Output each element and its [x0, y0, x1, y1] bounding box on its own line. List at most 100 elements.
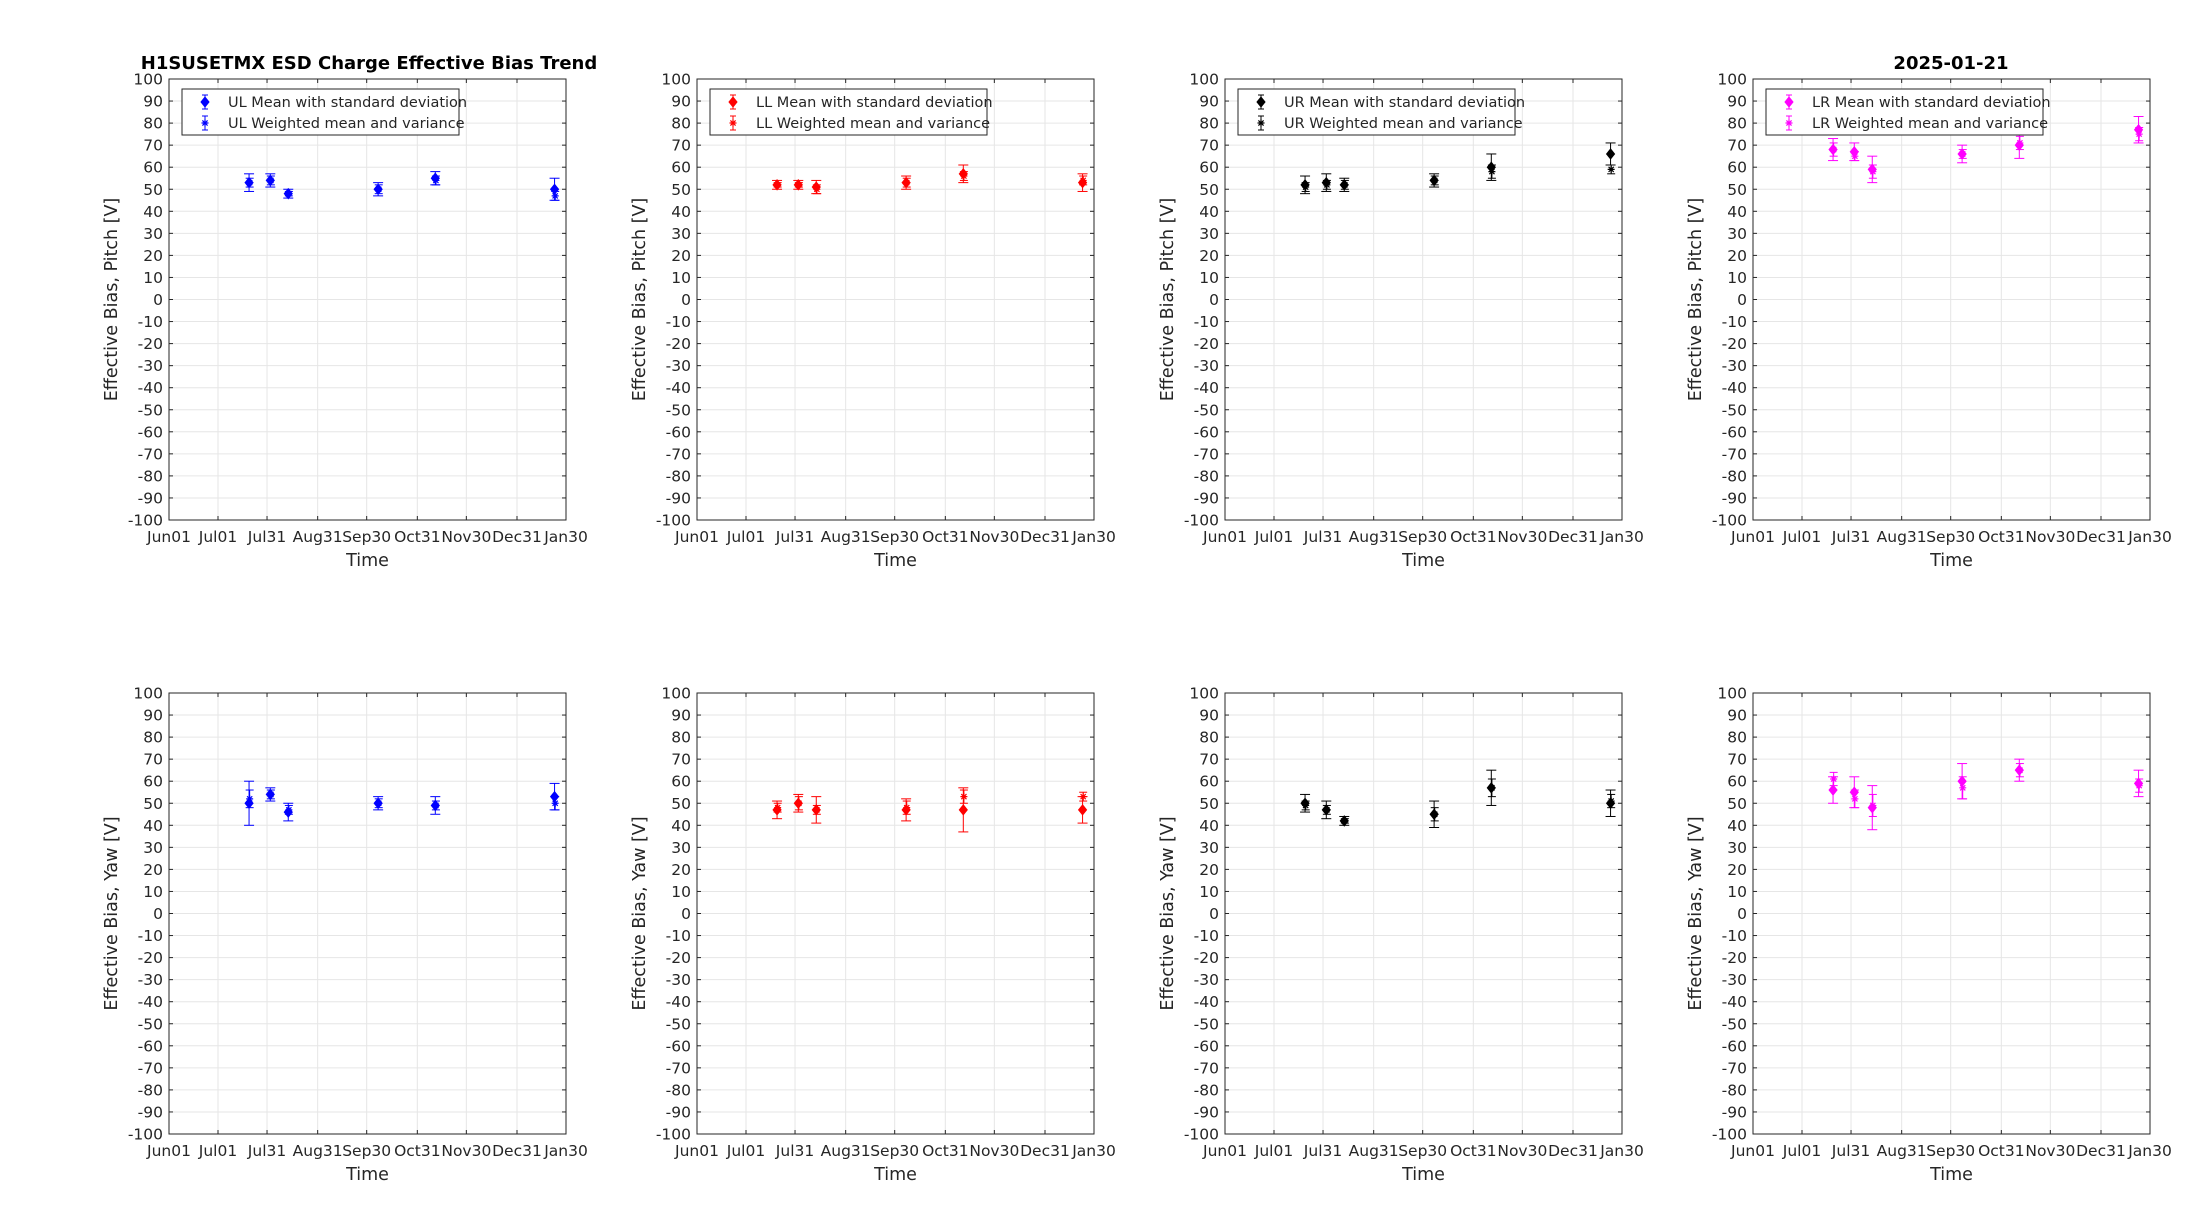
x-tick-label: Nov30: [2025, 1142, 2075, 1160]
plot-ur-yaw: 1009080706050403020100-10-20-30-40-50-60…: [1158, 685, 1644, 1186]
series-weighted-mean: [245, 789, 560, 815]
y-tick-label: 10: [143, 883, 163, 901]
data-point-asterisk: [1607, 165, 1615, 173]
legend-label: UR Mean with standard deviation: [1284, 95, 1525, 111]
x-tick-label: Aug31: [821, 528, 871, 546]
y-tick-label: -50: [666, 401, 691, 419]
y-tick-label: 70: [1727, 137, 1747, 155]
data-point-asterisk: [1341, 181, 1349, 189]
y-tick-label: -30: [1194, 971, 1219, 989]
data-point-asterisk: [1323, 806, 1331, 814]
y-tick-label: 80: [143, 729, 163, 747]
y-tick-label: 60: [1727, 159, 1747, 177]
y-tick-label: -10: [1722, 313, 1747, 331]
y-tick-label: 90: [671, 707, 691, 725]
legend-label: LR Weighted mean and variance: [1812, 116, 2048, 132]
y-tick-label: 10: [143, 269, 163, 287]
data-point-diamond: [1605, 148, 1616, 160]
y-tick-label: 30: [671, 839, 691, 857]
x-tick-label: Oct31: [394, 528, 441, 546]
y-tick-label: -90: [666, 1103, 691, 1121]
data-point-asterisk: [285, 806, 293, 814]
y-axis-label: Effective Bias, Pitch [V]: [1686, 198, 1706, 402]
y-tick-label: 20: [1199, 861, 1219, 879]
x-tick-label: Nov30: [1497, 1142, 1547, 1160]
y-tick-label: 20: [143, 861, 163, 879]
x-tick-label: Sep30: [870, 1142, 919, 1160]
y-tick-label: -60: [138, 423, 163, 441]
y-tick-label: 80: [1199, 115, 1219, 133]
y-axis-label: Effective Bias, Yaw [V]: [630, 816, 650, 1010]
legend-label: UL Mean with standard deviation: [228, 95, 467, 111]
y-tick-label: 80: [1199, 729, 1219, 747]
x-tick-label: Dec31: [1020, 1142, 1070, 1160]
y-tick-label: -80: [1722, 1081, 1747, 1099]
x-tick-label: Jul31: [775, 1142, 814, 1160]
figure-title-right: 2025-01-21: [1893, 53, 2008, 74]
y-tick-label: 60: [1727, 773, 1747, 791]
y-tick-label: 10: [671, 883, 691, 901]
y-tick-label: -80: [666, 1081, 691, 1099]
y-tick-label: 80: [671, 115, 691, 133]
data-point-asterisk: [1079, 176, 1087, 184]
x-axis-label: Time: [873, 1165, 917, 1185]
y-tick-label: 50: [143, 795, 163, 813]
x-tick-label: Jun01: [674, 528, 719, 546]
y-tick-label: -80: [666, 467, 691, 485]
y-tick-label: -30: [666, 971, 691, 989]
y-tick-label: 100: [133, 71, 163, 89]
y-axis-label: Effective Bias, Pitch [V]: [102, 198, 122, 402]
y-tick-label: 50: [1199, 795, 1219, 813]
y-tick-label: -100: [656, 512, 691, 530]
y-tick-label: -80: [1722, 467, 1747, 485]
x-tick-label: Jul01: [726, 528, 765, 546]
figure-title-left: H1SUSETMX ESD Charge Effective Bias Tren…: [141, 53, 597, 74]
y-tick-label: 100: [1717, 685, 1747, 703]
x-tick-label: Aug31: [821, 1142, 871, 1160]
y-tick-label: 30: [1727, 225, 1747, 243]
data-point-asterisk: [246, 795, 254, 803]
y-tick-label: -100: [128, 1126, 163, 1144]
legend-label: LL Mean with standard deviation: [756, 95, 993, 111]
legend-marker-asterisk: [1257, 119, 1265, 127]
y-tick-label: 50: [1727, 795, 1747, 813]
y-tick-label: 70: [671, 137, 691, 155]
y-tick-label: -90: [1722, 1103, 1747, 1121]
y-tick-label: -50: [138, 1015, 163, 1033]
x-tick-label: Oct31: [1450, 528, 1497, 546]
x-tick-label: Oct31: [1978, 528, 2025, 546]
data-point-asterisk: [960, 172, 968, 180]
data-point-asterisk: [795, 799, 803, 807]
series-weighted-mean: [773, 789, 1088, 815]
y-tick-label: -40: [1722, 993, 1747, 1011]
x-tick-label: Jan30: [1599, 1142, 1644, 1160]
y-tick-label: 100: [1189, 685, 1219, 703]
y-tick-label: 90: [1727, 93, 1747, 111]
y-tick-label: -30: [666, 357, 691, 375]
x-tick-label: Sep30: [1926, 528, 1975, 546]
y-tick-label: -70: [138, 445, 163, 463]
y-tick-label: 70: [143, 137, 163, 155]
data-point-asterisk: [1488, 168, 1496, 176]
y-tick-label: -90: [1194, 489, 1219, 507]
y-tick-label: -60: [1722, 423, 1747, 441]
data-point-asterisk: [2016, 766, 2024, 774]
data-point-asterisk: [1323, 181, 1331, 189]
legend-marker-asterisk: [729, 119, 737, 127]
x-tick-label: Jun01: [674, 1142, 719, 1160]
legend-marker-diamond: [200, 96, 210, 108]
x-tick-label: Jan30: [1599, 528, 1644, 546]
x-tick-label: Oct31: [922, 528, 969, 546]
y-tick-label: 90: [143, 707, 163, 725]
y-tick-label: 40: [671, 817, 691, 835]
legend-marker-asterisk: [1785, 119, 1793, 127]
y-tick-label: -100: [128, 512, 163, 530]
grid: [1224, 692, 1623, 1135]
y-tick-label: -80: [1194, 467, 1219, 485]
y-tick-label: -70: [666, 1059, 691, 1077]
data-point-asterisk: [2016, 139, 2024, 147]
y-tick-label: 90: [1199, 93, 1219, 111]
x-tick-label: Dec31: [1020, 528, 1070, 546]
y-tick-label: -20: [1194, 335, 1219, 353]
series-weighted-mean: [1301, 164, 1616, 192]
